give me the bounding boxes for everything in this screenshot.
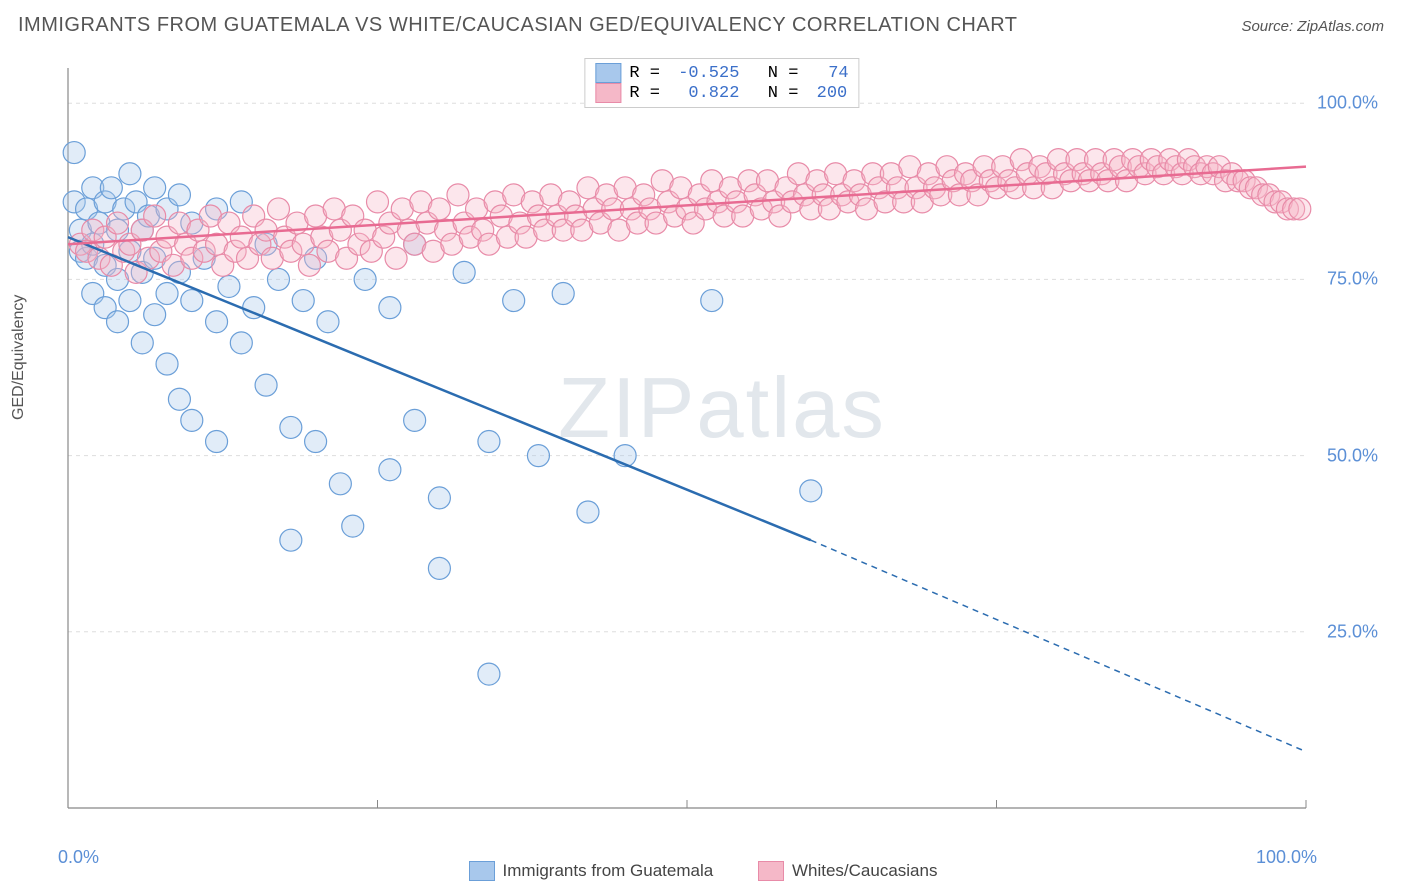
swatch-whites (595, 83, 621, 103)
chart-title: IMMIGRANTS FROM GUATEMALA VS WHITE/CAUCA… (18, 14, 1018, 37)
source-attribution: Source: ZipAtlas.com (1241, 18, 1384, 35)
plot-area: ZIPatlas R = -0.525 N = 74 R = 0.822 N =… (58, 58, 1386, 838)
legend-label: Immigrants from Guatemala (503, 861, 714, 881)
swatch-icon (758, 861, 784, 881)
swatch-guatemala (595, 63, 621, 83)
y-axis-label: GED/Equivalency (10, 295, 28, 420)
swatch-icon (469, 861, 495, 881)
stats-row-whites: R = 0.822 N = 200 (595, 83, 848, 103)
y-tick-label: 50.0% (1327, 445, 1378, 466)
bottom-legend: Immigrants from Guatemala Whites/Caucasi… (0, 861, 1406, 886)
y-tick-label: 100.0% (1317, 93, 1378, 114)
legend-item-whites: Whites/Caucasians (758, 861, 938, 881)
legend-item-guatemala: Immigrants from Guatemala (469, 861, 714, 881)
y-tick-label: 75.0% (1327, 269, 1378, 290)
stats-row-guatemala: R = -0.525 N = 74 (595, 63, 848, 83)
legend-label: Whites/Caucasians (792, 861, 938, 881)
stats-legend: R = -0.525 N = 74 R = 0.822 N = 200 (584, 58, 859, 108)
chart-svg (58, 58, 1386, 838)
y-tick-label: 25.0% (1327, 621, 1378, 642)
